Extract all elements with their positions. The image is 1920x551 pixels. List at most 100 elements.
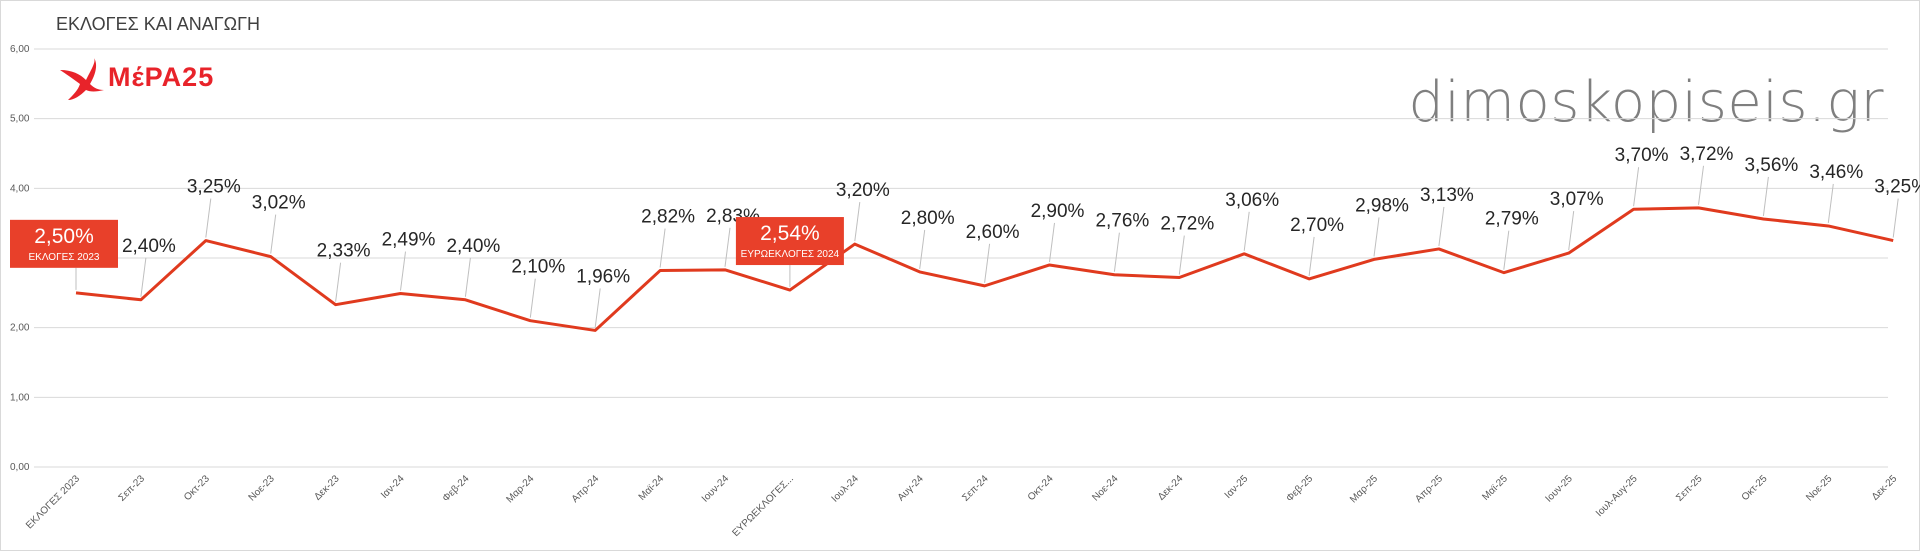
leader-line: [1892, 198, 1899, 238]
data-label: 2,10%: [511, 257, 565, 278]
data-label: 2,90%: [1031, 201, 1085, 222]
x-tick-label: Οκτ-24: [1026, 473, 1056, 503]
leader-line: [400, 251, 406, 291]
x-tick-label: Νοε-25: [1804, 473, 1834, 503]
brand-logo: ΜέΡΑ25: [60, 58, 214, 100]
x-tick-label: Μαρ-24: [504, 473, 536, 505]
leader-line: [1308, 236, 1315, 276]
leader-line: [140, 257, 147, 297]
data-label: 3,13%: [1420, 185, 1474, 206]
data-label: 2,40%: [446, 236, 500, 257]
leader-line: [1438, 206, 1445, 247]
data-label: 3,25%: [1874, 177, 1920, 198]
leader-line: [1049, 222, 1055, 263]
callouts: 2,50% ΕΚΛΟΓΕΣ 2023 2,54% ΕΥΡΩΕΚΛΟΓΕΣ 2024: [10, 217, 844, 290]
leader-line: [335, 262, 342, 302]
callout-value: 2,50%: [34, 225, 94, 248]
callout-subtitle: ΕΚΛΟΓΕΣ 2023: [29, 252, 100, 263]
x-tick-label: ΕΥΡΩΕΚΛΟΓΕΣ...: [730, 473, 796, 539]
x-tick-label: Ιουν-24: [700, 473, 732, 505]
leader-line: [659, 228, 666, 268]
grid-layer: [34, 48, 1888, 468]
leader-line: [854, 202, 861, 242]
x-tick-label: Σεπ-25: [1674, 473, 1705, 504]
leader-line: [529, 278, 536, 318]
data-label: 2,80%: [901, 208, 955, 229]
data-labels: 2,40% 3,25% 3,02% 2,33% 2,49% 2,40% 2,10% 1,96%…: [122, 144, 1920, 288]
leader-line: [1698, 165, 1704, 205]
leader-line: [724, 227, 731, 267]
x-tick-label: Νοε-24: [1090, 473, 1120, 503]
x-tick-label: Δεκ-25: [1870, 473, 1900, 503]
x-tick-label: Δεκ-23: [312, 473, 342, 503]
x-tick-label: Φεβ-25: [1284, 473, 1315, 504]
watermark: dimoskopiseis.gr: [1408, 70, 1884, 135]
x-tick-label: Ιαν-25: [1223, 473, 1251, 501]
x-tick-label: Μαρ-25: [1348, 473, 1380, 505]
y-tick-label: 0,00: [10, 462, 30, 473]
leader-line: [1243, 211, 1250, 251]
callout-subtitle: ΕΥΡΩΕΚΛΟΓΕΣ 2024: [741, 249, 840, 260]
x-tick-label: Οκτ-25: [1740, 473, 1770, 503]
data-label: 3,07%: [1550, 189, 1604, 210]
y-tick-label: 1,00: [10, 392, 30, 403]
x-axis: ΕΚΛΟΓΕΣ 2023 Σεπ-23 Οκτ-23 Νοε-23 Δεκ-23 Ιαν-…: [24, 473, 1899, 539]
x-tick-label: Μαϊ-24: [637, 473, 667, 503]
leader-line: [1373, 217, 1380, 257]
x-tick-label: Αυγ-24: [896, 473, 926, 503]
brand-text: ΜέΡΑ25: [108, 62, 214, 92]
x-tick-label: Ιουν-25: [1544, 473, 1576, 505]
leader-line: [270, 214, 277, 254]
x-tick-label: Σεπ-23: [117, 473, 148, 504]
data-label: 2,82%: [641, 207, 695, 228]
callout-value: 2,54%: [760, 222, 820, 245]
data-label: 3,20%: [836, 180, 890, 201]
data-label: 2,60%: [966, 222, 1020, 243]
leader-line: [464, 257, 471, 297]
data-label: 2,49%: [382, 230, 436, 251]
x-tick-label: Μαϊ-25: [1480, 473, 1510, 503]
leader-line: [984, 243, 991, 283]
leader-line: [1503, 230, 1510, 270]
leader-lines: [140, 165, 1899, 328]
y-tick-label: 4,00: [10, 183, 30, 194]
data-label: 2,79%: [1485, 209, 1539, 230]
leader-line: [594, 288, 601, 328]
data-label: 3,70%: [1615, 145, 1669, 166]
chart-title: ΕΚΛΟΓΕΣ ΚΑΙ ΑΝΑΓΩΓΗ: [56, 14, 261, 34]
series-line-layer: [75, 206, 1894, 332]
x-tick-label: ΕΚΛΟΓΕΣ 2023: [24, 473, 82, 531]
data-label: 3,25%: [187, 177, 241, 198]
x-tick-label: Ιουλ-24: [830, 473, 862, 505]
leader-line: [1762, 176, 1769, 217]
y-tick-label: 2,00: [10, 323, 30, 334]
data-label: 2,72%: [1160, 214, 1214, 235]
y-tick-label: 5,00: [10, 114, 30, 125]
x-tick-label: Οκτ-23: [182, 473, 212, 503]
data-label: 2,70%: [1290, 215, 1344, 236]
x-tick-label: Απρ-25: [1413, 473, 1445, 505]
leader-line: [1178, 235, 1185, 275]
x-tick-label: Δεκ-24: [1156, 473, 1186, 503]
data-label: 2,33%: [317, 241, 371, 262]
swallow-icon: [60, 58, 104, 100]
leader-line: [919, 229, 926, 269]
leader-line: [1633, 167, 1640, 207]
data-label: 1,96%: [576, 266, 630, 287]
data-label: 3,02%: [252, 193, 306, 214]
series-line: [75, 206, 1894, 332]
x-tick-label: Σεπ-24: [960, 473, 991, 504]
leader-line: [205, 198, 212, 238]
data-label: 3,06%: [1225, 190, 1279, 211]
x-tick-label: Ιουλ-Αυγ-25: [1594, 473, 1640, 519]
leader-line: [1568, 211, 1575, 251]
leader-line: [1113, 232, 1120, 272]
data-label: 2,98%: [1355, 195, 1409, 216]
data-label: 3,46%: [1809, 162, 1863, 183]
data-label: 2,76%: [1095, 211, 1149, 232]
data-label: 2,40%: [122, 236, 176, 257]
x-tick-label: Νοε-23: [247, 473, 277, 503]
leader-line: [1827, 183, 1834, 224]
y-tick-label: 6,00: [10, 44, 30, 55]
